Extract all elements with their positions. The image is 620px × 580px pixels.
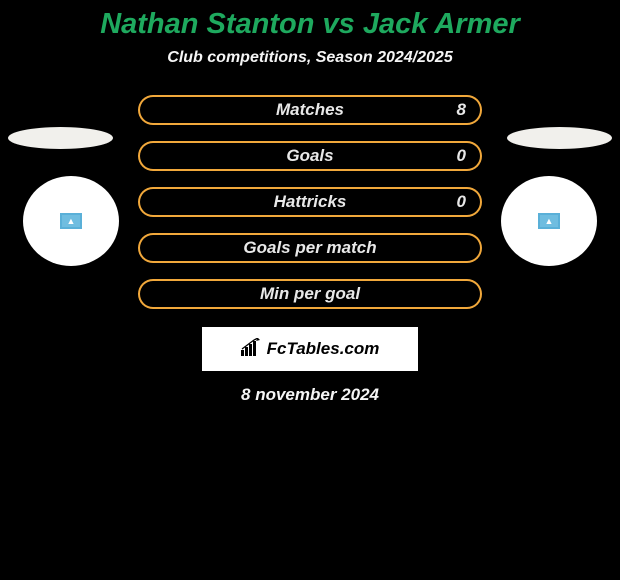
subtitle: Club competitions, Season 2024/2025 xyxy=(0,49,620,67)
stat-right-value: 0 xyxy=(457,146,466,166)
attribution-text: FcTables.com xyxy=(267,339,380,359)
chart-icon xyxy=(241,338,263,361)
stat-right-value: 8 xyxy=(457,100,466,120)
attribution-box: FcTables.com xyxy=(202,327,418,371)
date-text: 8 november 2024 xyxy=(0,385,620,405)
stat-row-goals: Goals 0 xyxy=(140,143,480,169)
page-title: Nathan Stanton vs Jack Armer xyxy=(0,0,620,41)
stat-label: Goals xyxy=(286,146,333,166)
stat-row-matches: Matches 8 xyxy=(140,97,480,123)
stat-label: Hattricks xyxy=(274,192,347,212)
stat-label: Min per goal xyxy=(260,284,360,304)
stat-label: Goals per match xyxy=(243,238,376,258)
stat-right-value: 0 xyxy=(457,192,466,212)
stat-row-goals-per-match: Goals per match xyxy=(140,235,480,261)
comparison-area: Matches 8 Goals 0 Hattricks 0 Goals per … xyxy=(0,97,620,405)
stat-row-min-per-goal: Min per goal xyxy=(140,281,480,307)
stat-row-hattricks: Hattricks 0 xyxy=(140,189,480,215)
stat-label: Matches xyxy=(276,100,344,120)
stat-rows: Matches 8 Goals 0 Hattricks 0 Goals per … xyxy=(140,97,480,307)
